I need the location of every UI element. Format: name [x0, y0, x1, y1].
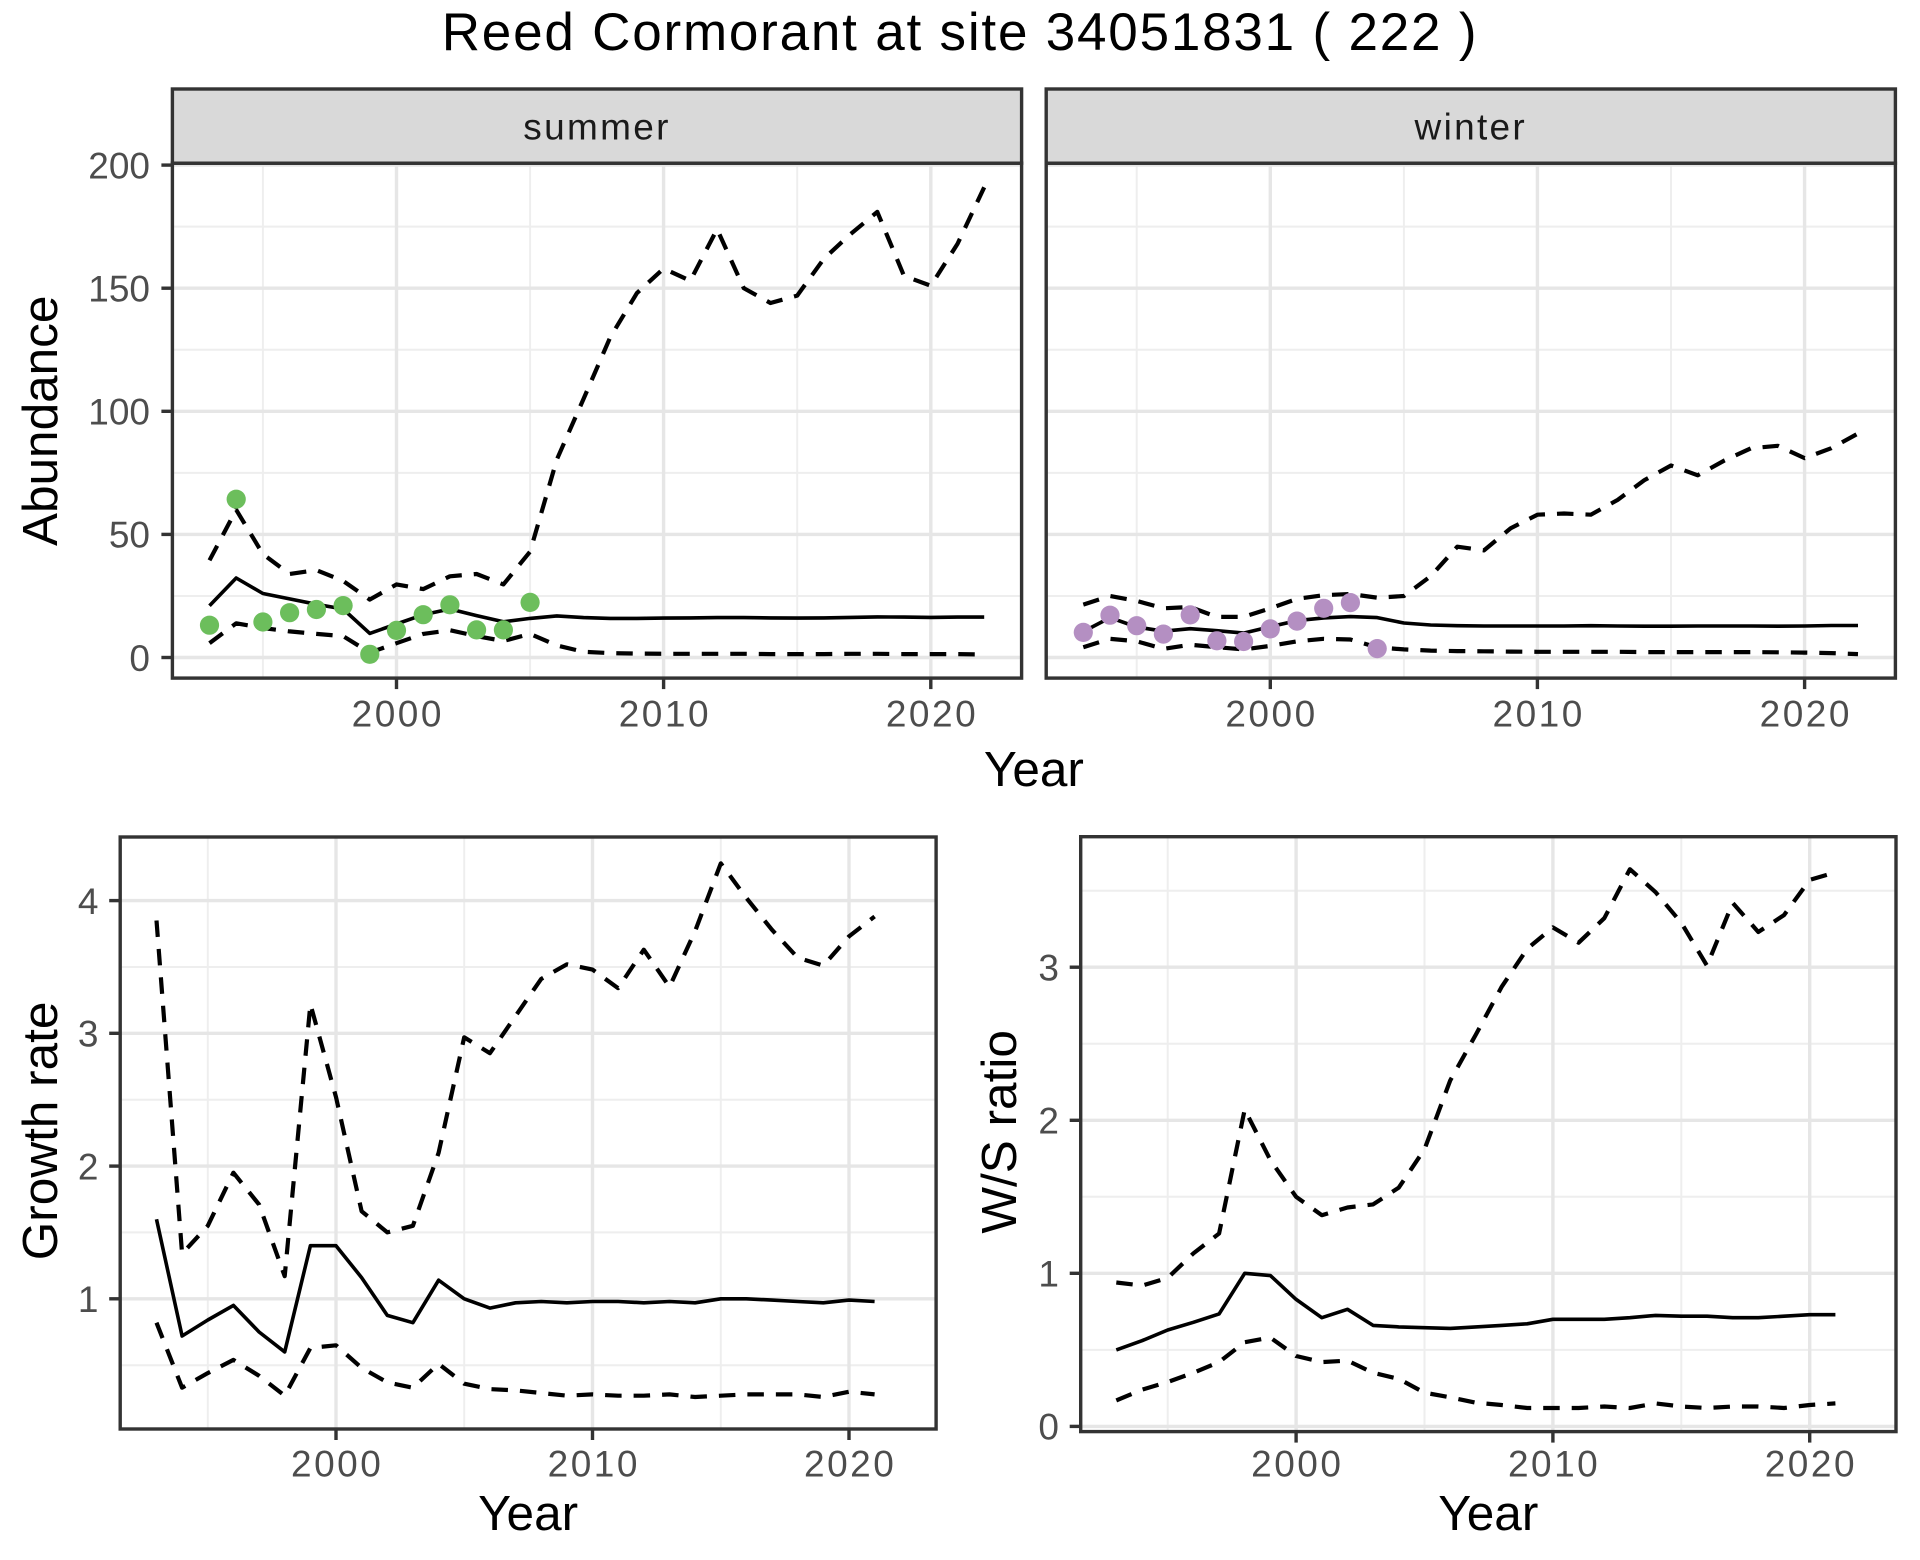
svg-text:50: 50 — [109, 515, 150, 556]
svg-text:4: 4 — [78, 881, 99, 922]
svg-text:2020: 2020 — [1760, 693, 1852, 734]
svg-text:Year: Year — [478, 1486, 578, 1541]
svg-text:150: 150 — [88, 269, 150, 310]
svg-text:2010: 2010 — [1493, 693, 1585, 734]
svg-text:winter: winter — [1414, 107, 1528, 148]
svg-text:100: 100 — [88, 392, 150, 433]
svg-text:2000: 2000 — [291, 1444, 383, 1485]
svg-text:2000: 2000 — [352, 693, 444, 734]
svg-text:2010: 2010 — [619, 693, 711, 734]
svg-text:Reed Cormorant at site 3405183: Reed Cormorant at site 34051831 ( 222 ) — [442, 3, 1479, 62]
svg-text:200: 200 — [88, 145, 150, 186]
svg-text:Year: Year — [984, 742, 1084, 797]
svg-text:2020: 2020 — [804, 1444, 896, 1485]
svg-text:2000: 2000 — [1251, 1444, 1343, 1485]
svg-text:2010: 2010 — [1508, 1444, 1600, 1485]
svg-text:2020: 2020 — [886, 693, 978, 734]
svg-text:Year: Year — [1438, 1486, 1538, 1541]
svg-text:1: 1 — [78, 1279, 99, 1320]
svg-text:3: 3 — [78, 1014, 99, 1055]
svg-text:2020: 2020 — [1765, 1444, 1857, 1485]
svg-text:2000: 2000 — [1225, 693, 1317, 734]
svg-text:3: 3 — [1038, 948, 1059, 989]
svg-text:2: 2 — [1038, 1101, 1059, 1142]
svg-text:Growth rate: Growth rate — [13, 1002, 68, 1261]
svg-text:2010: 2010 — [548, 1444, 640, 1485]
svg-text:W/S ratio: W/S ratio — [972, 1030, 1027, 1234]
svg-text:0: 0 — [1038, 1407, 1059, 1448]
svg-text:1: 1 — [1038, 1254, 1059, 1295]
svg-text:Abundance: Abundance — [13, 296, 68, 546]
svg-text:0: 0 — [129, 638, 150, 679]
svg-text:2: 2 — [78, 1146, 99, 1187]
svg-text:summer: summer — [523, 107, 670, 148]
